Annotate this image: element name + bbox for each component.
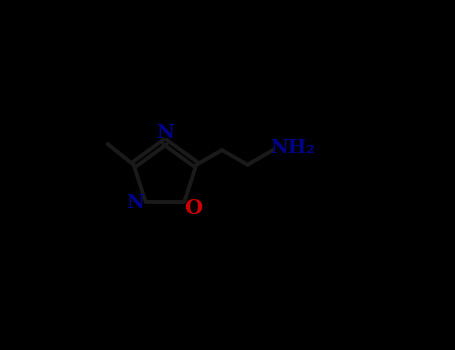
Text: N: N: [156, 124, 174, 142]
Text: O: O: [184, 198, 202, 218]
Text: N: N: [126, 194, 144, 212]
Text: NH₂: NH₂: [270, 139, 314, 157]
